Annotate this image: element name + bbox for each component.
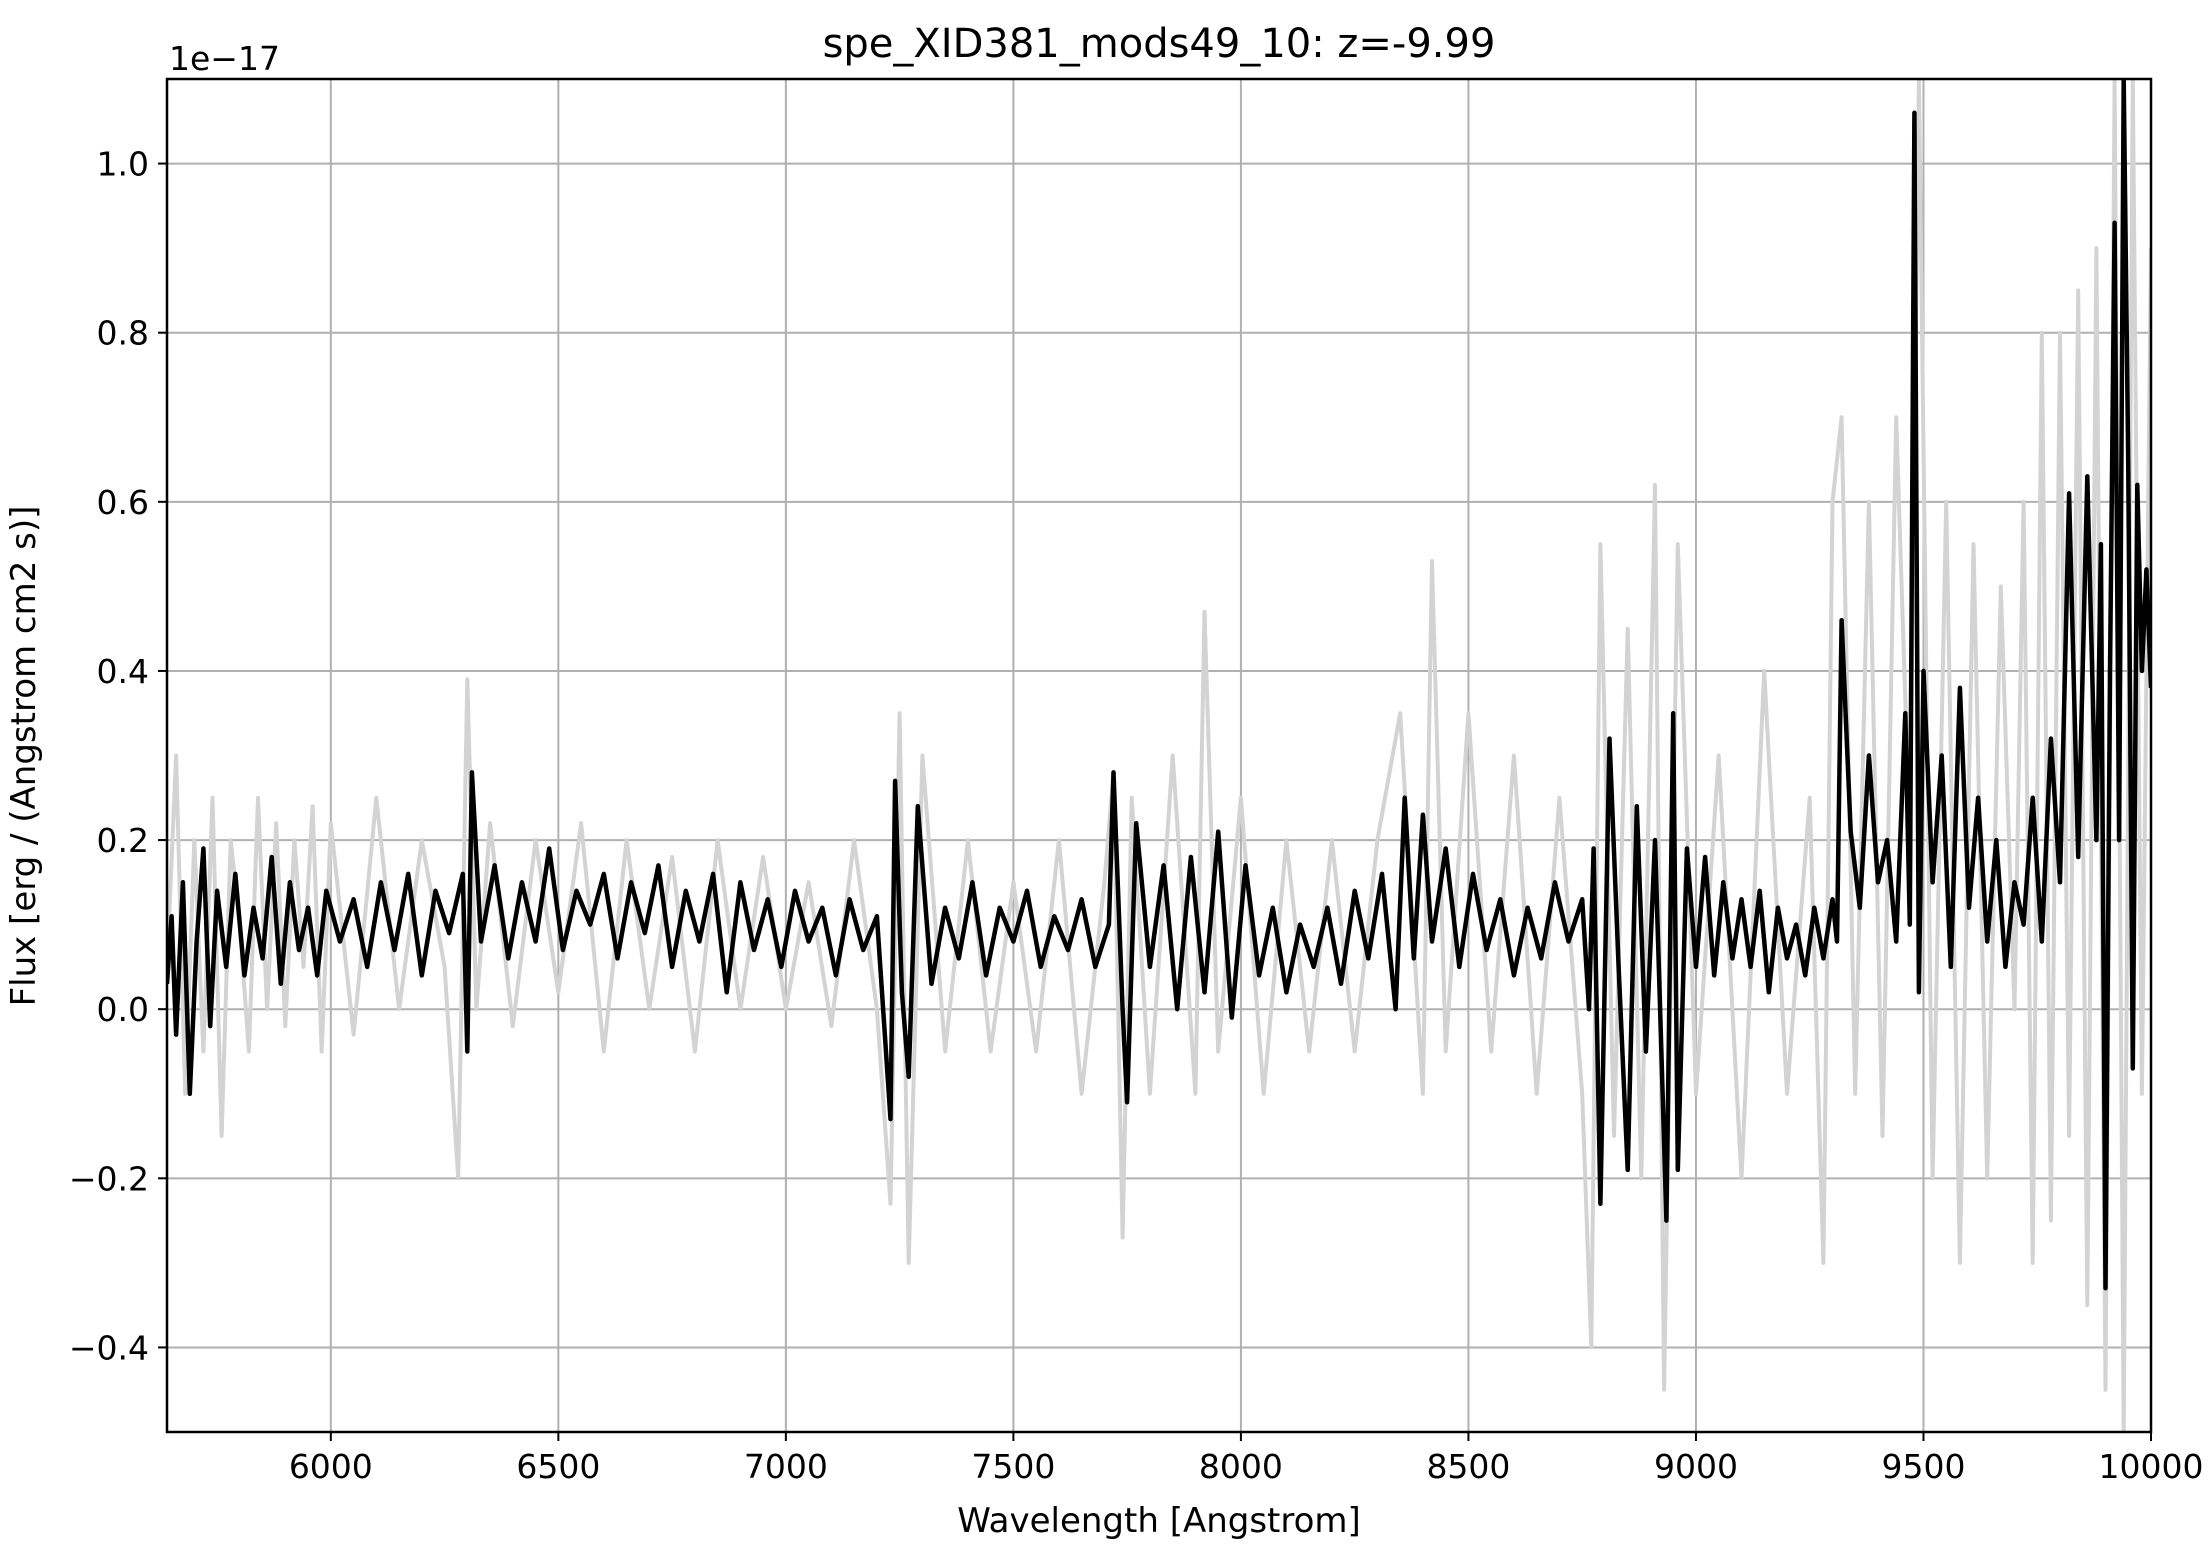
plot-frame	[165, 77, 2153, 1434]
chart-title: spe_XID381_mods49_10: z=-9.99	[823, 21, 1496, 67]
error-series-line	[167, 79, 2151, 1432]
x-tick-label: 7000	[744, 1447, 828, 1486]
x-tick-label: 8000	[1199, 1447, 1283, 1486]
x-tick-label: 9000	[1654, 1447, 1738, 1486]
y-tick-label: −0.4	[69, 1328, 149, 1367]
x-axis-label: Wavelength [Angstrom]	[957, 1501, 1361, 1541]
x-tick-label: 7500	[971, 1447, 1055, 1486]
y-tick-label: 0.8	[97, 314, 149, 353]
x-tick-label: 6000	[289, 1447, 373, 1486]
y-tick-label: 1.0	[97, 145, 149, 184]
x-tick-label: 10000	[2099, 1447, 2204, 1486]
x-tick-label: 9500	[1881, 1447, 1965, 1486]
y-tick-label: 0.4	[97, 652, 149, 691]
ticks: 6000 6500 7000 7500 8000 8500 9000 9500 10000 −0.…	[69, 145, 2204, 1486]
y-tick-label: −0.2	[69, 1159, 149, 1198]
y-tick-label: 0.2	[97, 821, 149, 860]
x-tick-label: 8500	[1426, 1447, 1510, 1486]
y-tick-label: 0.6	[97, 483, 149, 522]
y-offset-label: 1e−17	[169, 39, 280, 78]
y-tick-label: 0.0	[97, 990, 149, 1029]
y-axis-label: Flux [erg / (Angstrom cm2 s)]	[4, 506, 44, 1007]
flux-series-line	[167, 79, 2151, 1291]
x-tick-label: 6500	[516, 1447, 600, 1486]
series-layer	[167, 79, 2151, 1432]
